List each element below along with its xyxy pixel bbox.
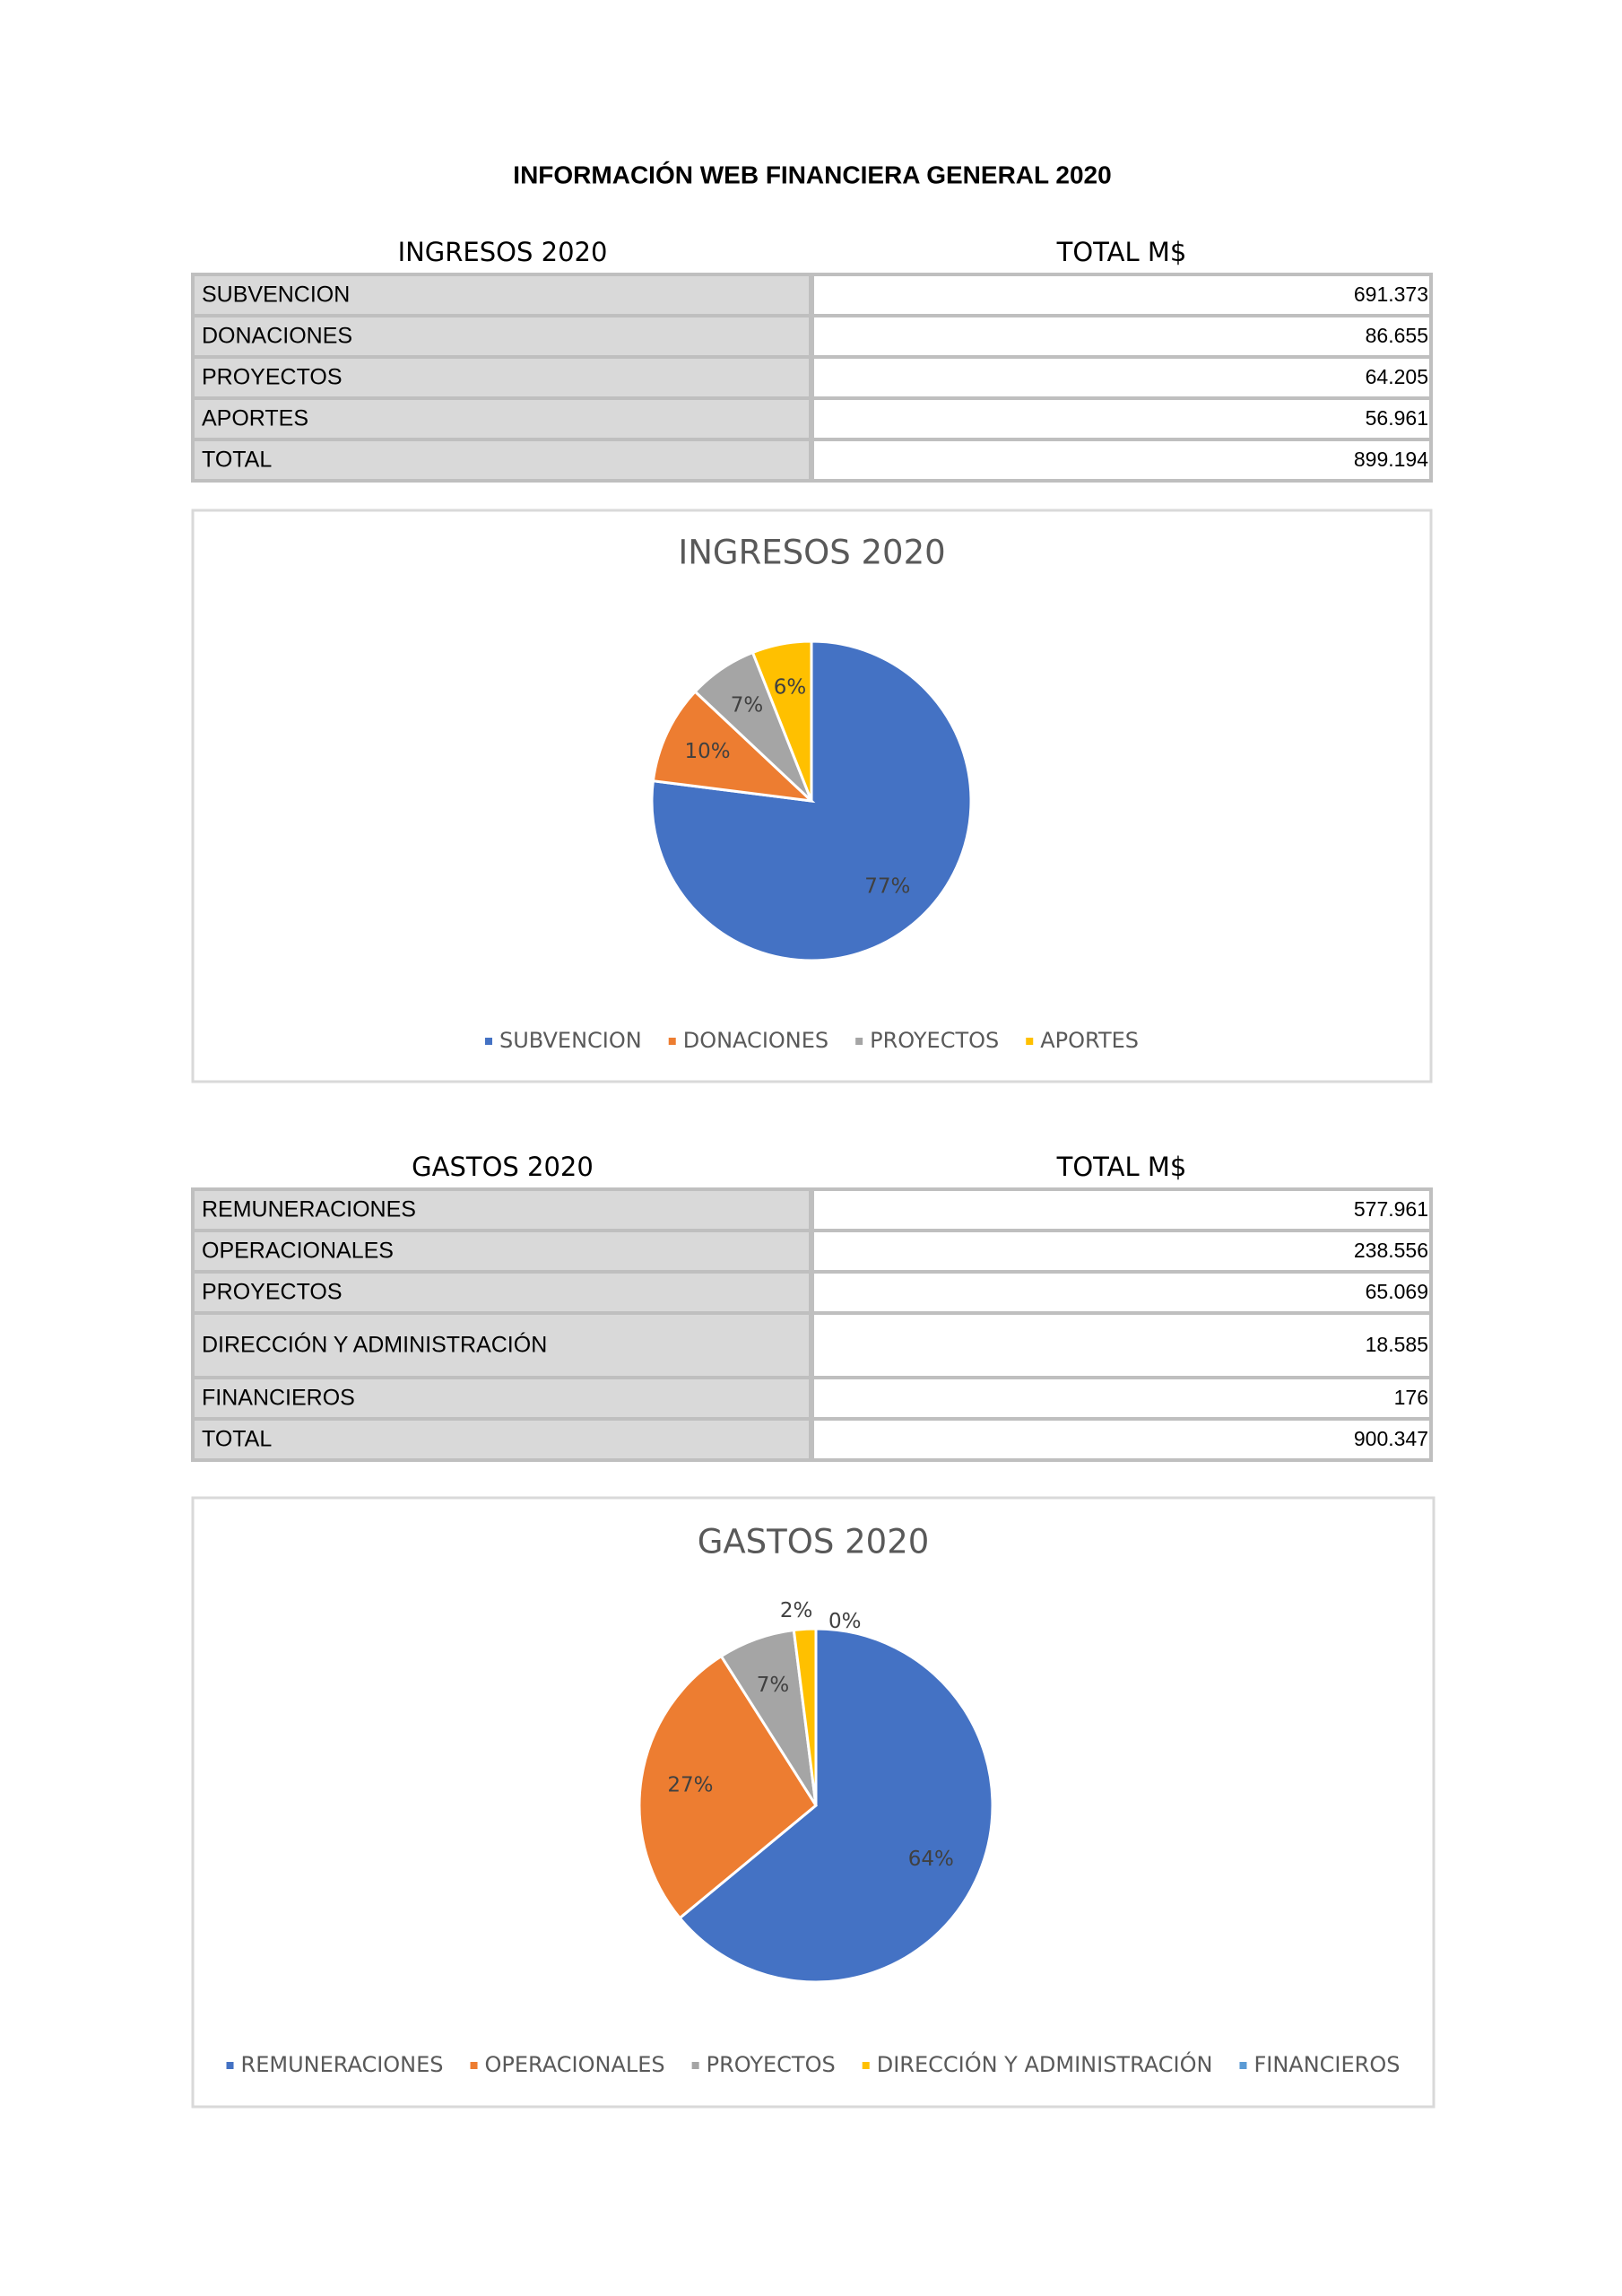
legend: REMUNERACIONES OPERACIONALES PROYECTOS DIRE… xyxy=(226,2050,1400,2077)
row-value: 86.655 xyxy=(1366,324,1428,347)
value-cell xyxy=(814,276,1429,314)
row-label: REMUNERACIONES xyxy=(202,1197,416,1222)
data-label: 2% xyxy=(780,1599,813,1622)
data-label: 77% xyxy=(864,875,910,899)
row-value: 900.347 xyxy=(1354,1427,1428,1450)
legend-marker xyxy=(484,1038,492,1045)
legend-entry: FINANCIEROS xyxy=(1253,2052,1400,2077)
row-value: 18.585 xyxy=(1366,1333,1428,1356)
row-value: 238.556 xyxy=(1354,1239,1428,1262)
legend-marker xyxy=(470,2062,478,2069)
label-cell xyxy=(195,317,809,355)
value-cell xyxy=(814,1379,1429,1417)
legend-marker xyxy=(691,2062,699,2069)
row-value: 56.961 xyxy=(1366,406,1428,430)
legend-marker xyxy=(1239,2062,1247,2069)
value-cell xyxy=(814,1191,1429,1229)
value-cell xyxy=(814,359,1429,396)
legend-entry: PROYECTOS xyxy=(707,2052,836,2077)
legend-marker xyxy=(862,2062,870,2069)
column-header: INGRESOS 2020 xyxy=(398,237,608,267)
row-label: PROYECTOS xyxy=(202,1280,343,1305)
label-cell xyxy=(195,276,809,314)
label-cell xyxy=(195,1315,809,1376)
document-title: INFORMACIÓN WEB FINANCIERA GENERAL 2020 xyxy=(513,161,1111,188)
value-cell xyxy=(814,441,1429,479)
data-label: 6% xyxy=(774,676,807,700)
label-cell xyxy=(195,1421,809,1458)
data-label: 27% xyxy=(667,1773,713,1796)
row-label: OPERACIONALES xyxy=(202,1239,394,1264)
row-label: FINANCIEROS xyxy=(202,1386,355,1411)
value-cell xyxy=(814,400,1429,438)
label-cell xyxy=(195,400,809,438)
value-cell xyxy=(814,1232,1429,1270)
legend-marker xyxy=(1026,1038,1034,1045)
label-cell xyxy=(195,1191,809,1229)
label-cell xyxy=(195,441,809,479)
row-label: PROYECTOS xyxy=(202,365,343,390)
row-label: TOTAL xyxy=(202,1427,272,1452)
pie-slice xyxy=(750,639,813,802)
legend-entry: DONACIONES xyxy=(683,1028,828,1053)
pie-slice xyxy=(678,1627,994,1984)
legend-marker xyxy=(668,1038,676,1045)
legend-marker xyxy=(855,1038,863,1045)
row-label: APORTES xyxy=(202,406,308,431)
pie-slice xyxy=(651,690,816,804)
legend-entry: APORTES xyxy=(1040,1028,1139,1053)
legend-entry: REMUNERACIONES xyxy=(241,2052,444,2077)
row-label: SUBVENCION xyxy=(202,283,350,308)
chart-title: GASTOS 2020 xyxy=(698,1523,930,1561)
row-value: 899.194 xyxy=(1354,448,1428,471)
label-cell xyxy=(195,359,809,396)
row-value: 577.961 xyxy=(1354,1197,1428,1221)
column-header: TOTAL M$ xyxy=(1056,1152,1187,1182)
row-value: 64.205 xyxy=(1366,365,1428,388)
pie-slice xyxy=(638,1654,818,1920)
legend-marker xyxy=(226,2062,234,2069)
label-cell xyxy=(195,1379,809,1417)
legend-entry: PROYECTOS xyxy=(870,1028,999,1053)
value-cell xyxy=(814,1315,1429,1376)
chart-title: INGRESOS 2020 xyxy=(678,534,945,572)
pie-slice xyxy=(650,639,973,962)
label-cell xyxy=(195,1274,809,1311)
data-label: 0% xyxy=(828,1610,862,1633)
row-label: DIRECCIÓN Y ADMINISTRACIÓN xyxy=(202,1332,547,1358)
row-value: 65.069 xyxy=(1366,1280,1428,1303)
value-cell xyxy=(814,1421,1429,1458)
value-cell xyxy=(814,317,1429,355)
data-label: 64% xyxy=(908,1848,954,1871)
data-label: 10% xyxy=(684,740,730,763)
row-value: 691.373 xyxy=(1354,283,1428,306)
row-value: 176 xyxy=(1394,1386,1428,1409)
row-label: DONACIONES xyxy=(202,324,352,349)
legend-entry: OPERACIONALES xyxy=(485,2052,665,2077)
value-cell xyxy=(814,1274,1429,1311)
row-label: TOTAL xyxy=(202,448,272,473)
label-cell xyxy=(195,1232,809,1270)
data-label: 7% xyxy=(731,694,764,718)
column-header: TOTAL M$ xyxy=(1056,237,1187,267)
legend-entry: DIRECCIÓN Y ADMINISTRACIÓN xyxy=(877,2050,1213,2077)
data-label: 7% xyxy=(757,1674,790,1697)
column-header: GASTOS 2020 xyxy=(412,1152,594,1182)
legend: SUBVENCION DONACIONES PROYECTOS APORTES xyxy=(484,1028,1139,1053)
legend-entry: SUBVENCION xyxy=(499,1028,642,1053)
